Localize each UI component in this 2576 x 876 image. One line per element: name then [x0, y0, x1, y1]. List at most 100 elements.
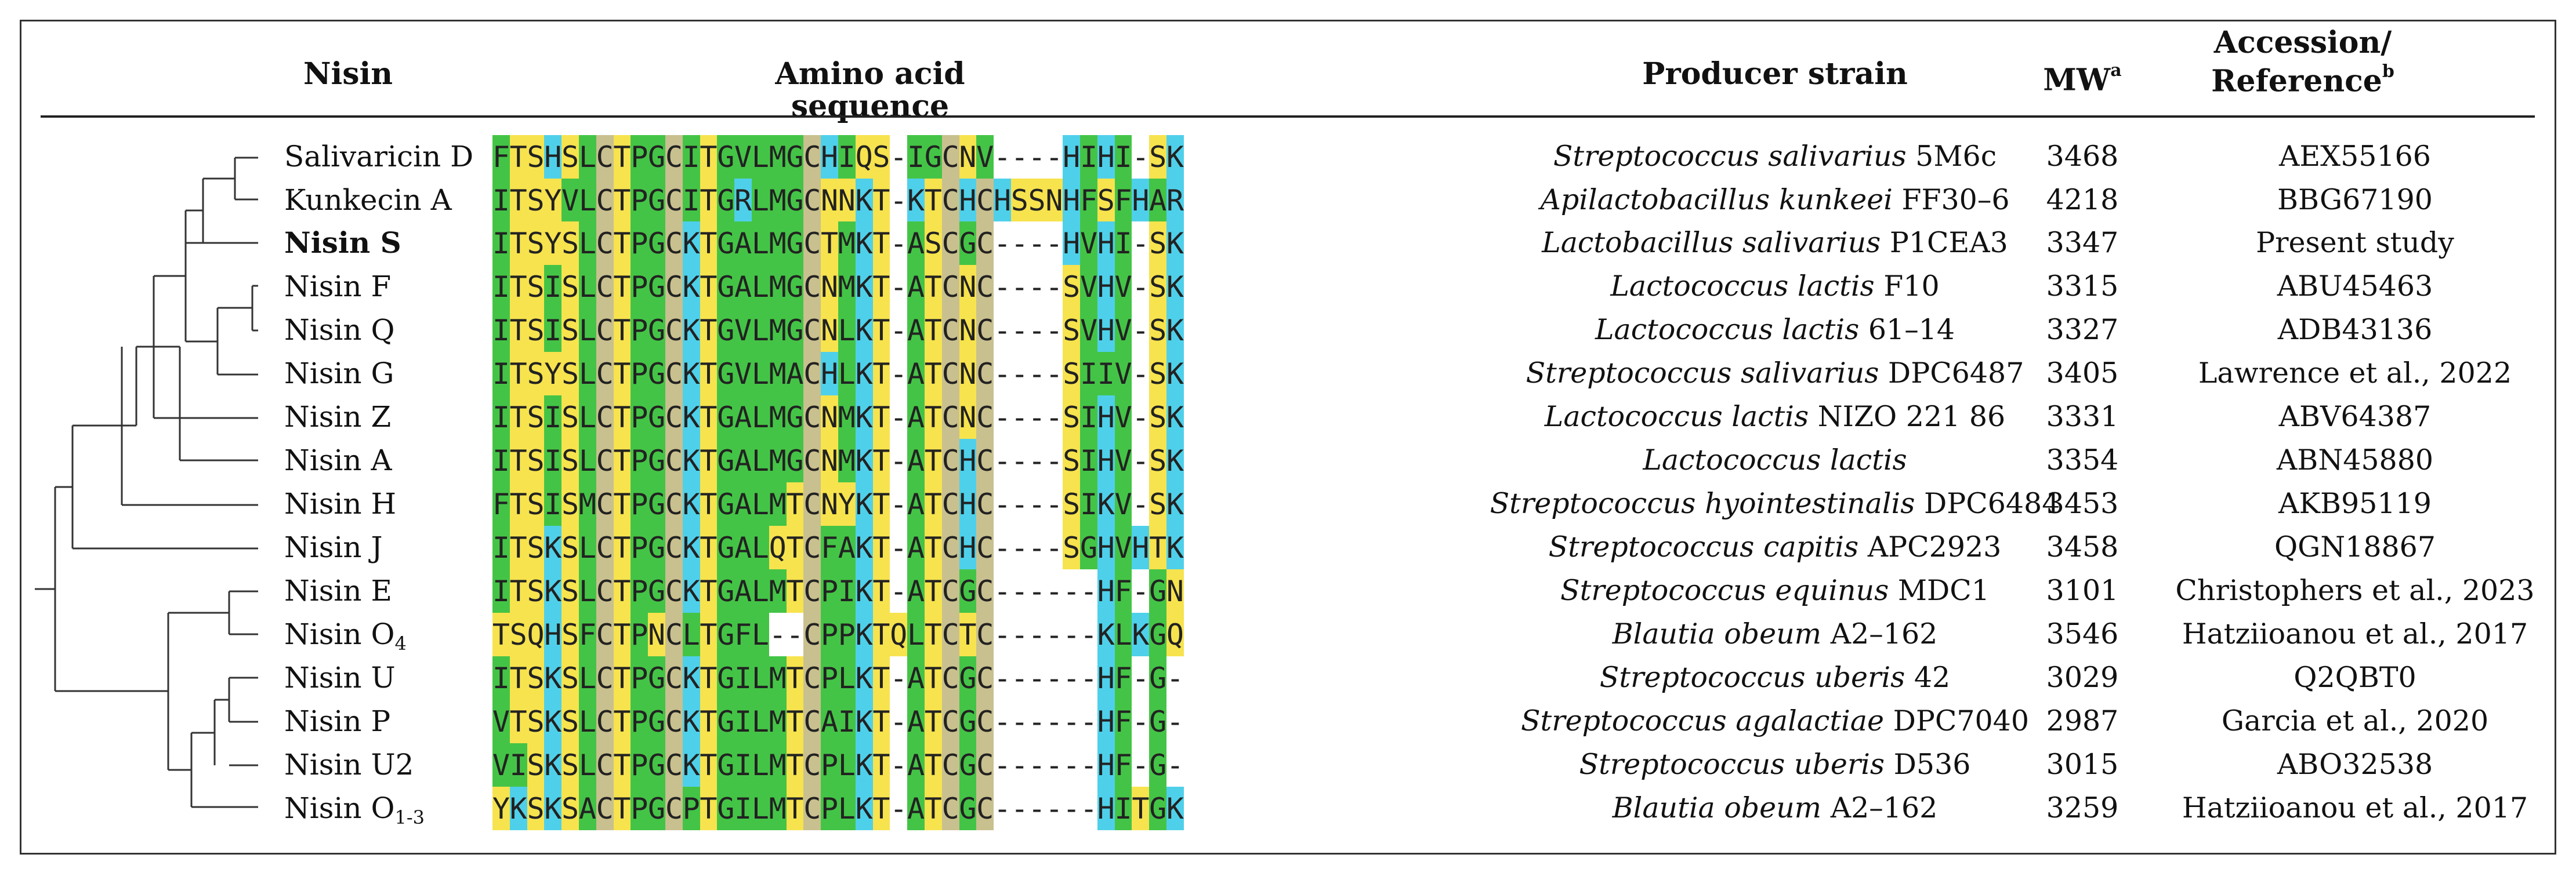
residue-cell: K [856, 743, 873, 787]
residue-cell: C [976, 787, 994, 830]
residue-cell: S [527, 526, 545, 569]
residue-cell: C [596, 439, 614, 482]
residue-cell: - [994, 395, 1011, 439]
residue-cell: P [631, 135, 648, 179]
residue-cell: N [821, 395, 838, 439]
residue-cell: S [1063, 352, 1080, 395]
residue-cell: T [872, 787, 890, 830]
residue-cell: - [1080, 787, 1097, 830]
residue-cell: C [665, 569, 683, 613]
producer-strain: Streptococcus capitis APC2923 [1548, 530, 2002, 564]
residue-cell: F [492, 482, 510, 526]
residue-cell: G [786, 265, 804, 308]
residue-cell: T [786, 656, 804, 700]
residue-cell: S [527, 656, 545, 700]
residue-cell: K [683, 700, 700, 743]
residue-cell: L [752, 395, 769, 439]
residue-cell: - [1045, 439, 1063, 482]
residue-cell: G [786, 221, 804, 265]
producer-strain: Streptococcus uberis D536 [1579, 748, 1971, 781]
accession-reference: Hatziioanou et al., 2017 [2182, 791, 2528, 824]
residue-cell: T [872, 395, 890, 439]
residue-cell: T [872, 439, 890, 482]
residue-cell: T [700, 613, 718, 656]
residue-cell: M [769, 221, 787, 265]
residue-cell: - [1132, 482, 1149, 526]
residue-cell: T [510, 352, 527, 395]
residue-cell: T [510, 395, 527, 439]
residue-cell: I [838, 569, 856, 613]
residue-cell: T [613, 179, 631, 222]
residue-cell: G [717, 265, 734, 308]
residue-cell: S [527, 787, 545, 830]
molecular-weight: 3546 [2046, 617, 2119, 650]
residue-cell: T [510, 569, 527, 613]
residue-cell: C [803, 482, 821, 526]
residue-cell: I [492, 526, 510, 569]
residue-cell: K [544, 743, 561, 787]
residue-cell: T [925, 743, 942, 787]
residue-cell: T [700, 439, 718, 482]
residue-cell: I [510, 743, 527, 787]
residue-cell: T [613, 265, 631, 308]
residue-cell: L [752, 787, 769, 830]
residue-cell: C [665, 656, 683, 700]
residue-cell: K [683, 656, 700, 700]
residue-cell: - [890, 526, 907, 569]
residue-cell: V [1115, 439, 1132, 482]
residue-cell: C [942, 613, 959, 656]
residue-cell: M [769, 787, 787, 830]
residue-cell: - [994, 265, 1011, 308]
residue-cell: - [1028, 700, 1046, 743]
residue-cell: C [942, 179, 959, 222]
residue-cell: C [803, 526, 821, 569]
residue-cell: S [1063, 482, 1080, 526]
residue-cell: - [994, 135, 1011, 179]
residue-cell: - [1045, 526, 1063, 569]
residue-cell: M [838, 221, 856, 265]
molecular-weight: 3453 [2046, 487, 2119, 520]
residue-cell: G [648, 526, 665, 569]
residue-cell: P [631, 352, 648, 395]
residue-cell: I [838, 700, 856, 743]
residue-cell: T [510, 221, 527, 265]
residue-cell: K [544, 569, 561, 613]
residue-cell: T [510, 439, 527, 482]
accession-reference: ABU45463 [2277, 270, 2433, 303]
residue-cell: L [579, 395, 596, 439]
molecular-weight: 3259 [2046, 791, 2119, 824]
residue-cell: - [1011, 395, 1028, 439]
residue-cell: S [510, 613, 527, 656]
residue-cell: L [579, 179, 596, 222]
residue-cell: - [1063, 569, 1080, 613]
residue-cell: - [890, 656, 907, 700]
residue-cell: A [821, 700, 838, 743]
residue-cell: K [1166, 135, 1184, 179]
residue-cell: - [1166, 743, 1184, 787]
residue-cell: C [942, 569, 959, 613]
residue-cell: S [527, 265, 545, 308]
residue-cell: V [492, 743, 510, 787]
residue-cell: S [1149, 352, 1166, 395]
residue-cell: P [631, 395, 648, 439]
accession-reference: Garcia et al., 2020 [2221, 704, 2489, 737]
residue-cell: - [994, 656, 1011, 700]
residue-cell: T [613, 613, 631, 656]
residue-cell: - [994, 787, 1011, 830]
residue-cell: C [942, 787, 959, 830]
residue-cell: H [1063, 221, 1080, 265]
residue-cell: C [942, 135, 959, 179]
residue-cell: G [786, 439, 804, 482]
residue-cell: S [1149, 439, 1166, 482]
accession-reference: QGN18867 [2274, 530, 2436, 564]
bacteriocin-name: Nisin E [284, 574, 392, 608]
residue-cell: I [492, 265, 510, 308]
residue-cell: T [872, 352, 890, 395]
residue-cell: - [890, 265, 907, 308]
residue-cell: C [942, 526, 959, 569]
residue-cell: P [821, 613, 838, 656]
molecular-weight: 3029 [2046, 661, 2119, 694]
residue-cell: L [683, 613, 700, 656]
residue-cell: C [596, 700, 614, 743]
